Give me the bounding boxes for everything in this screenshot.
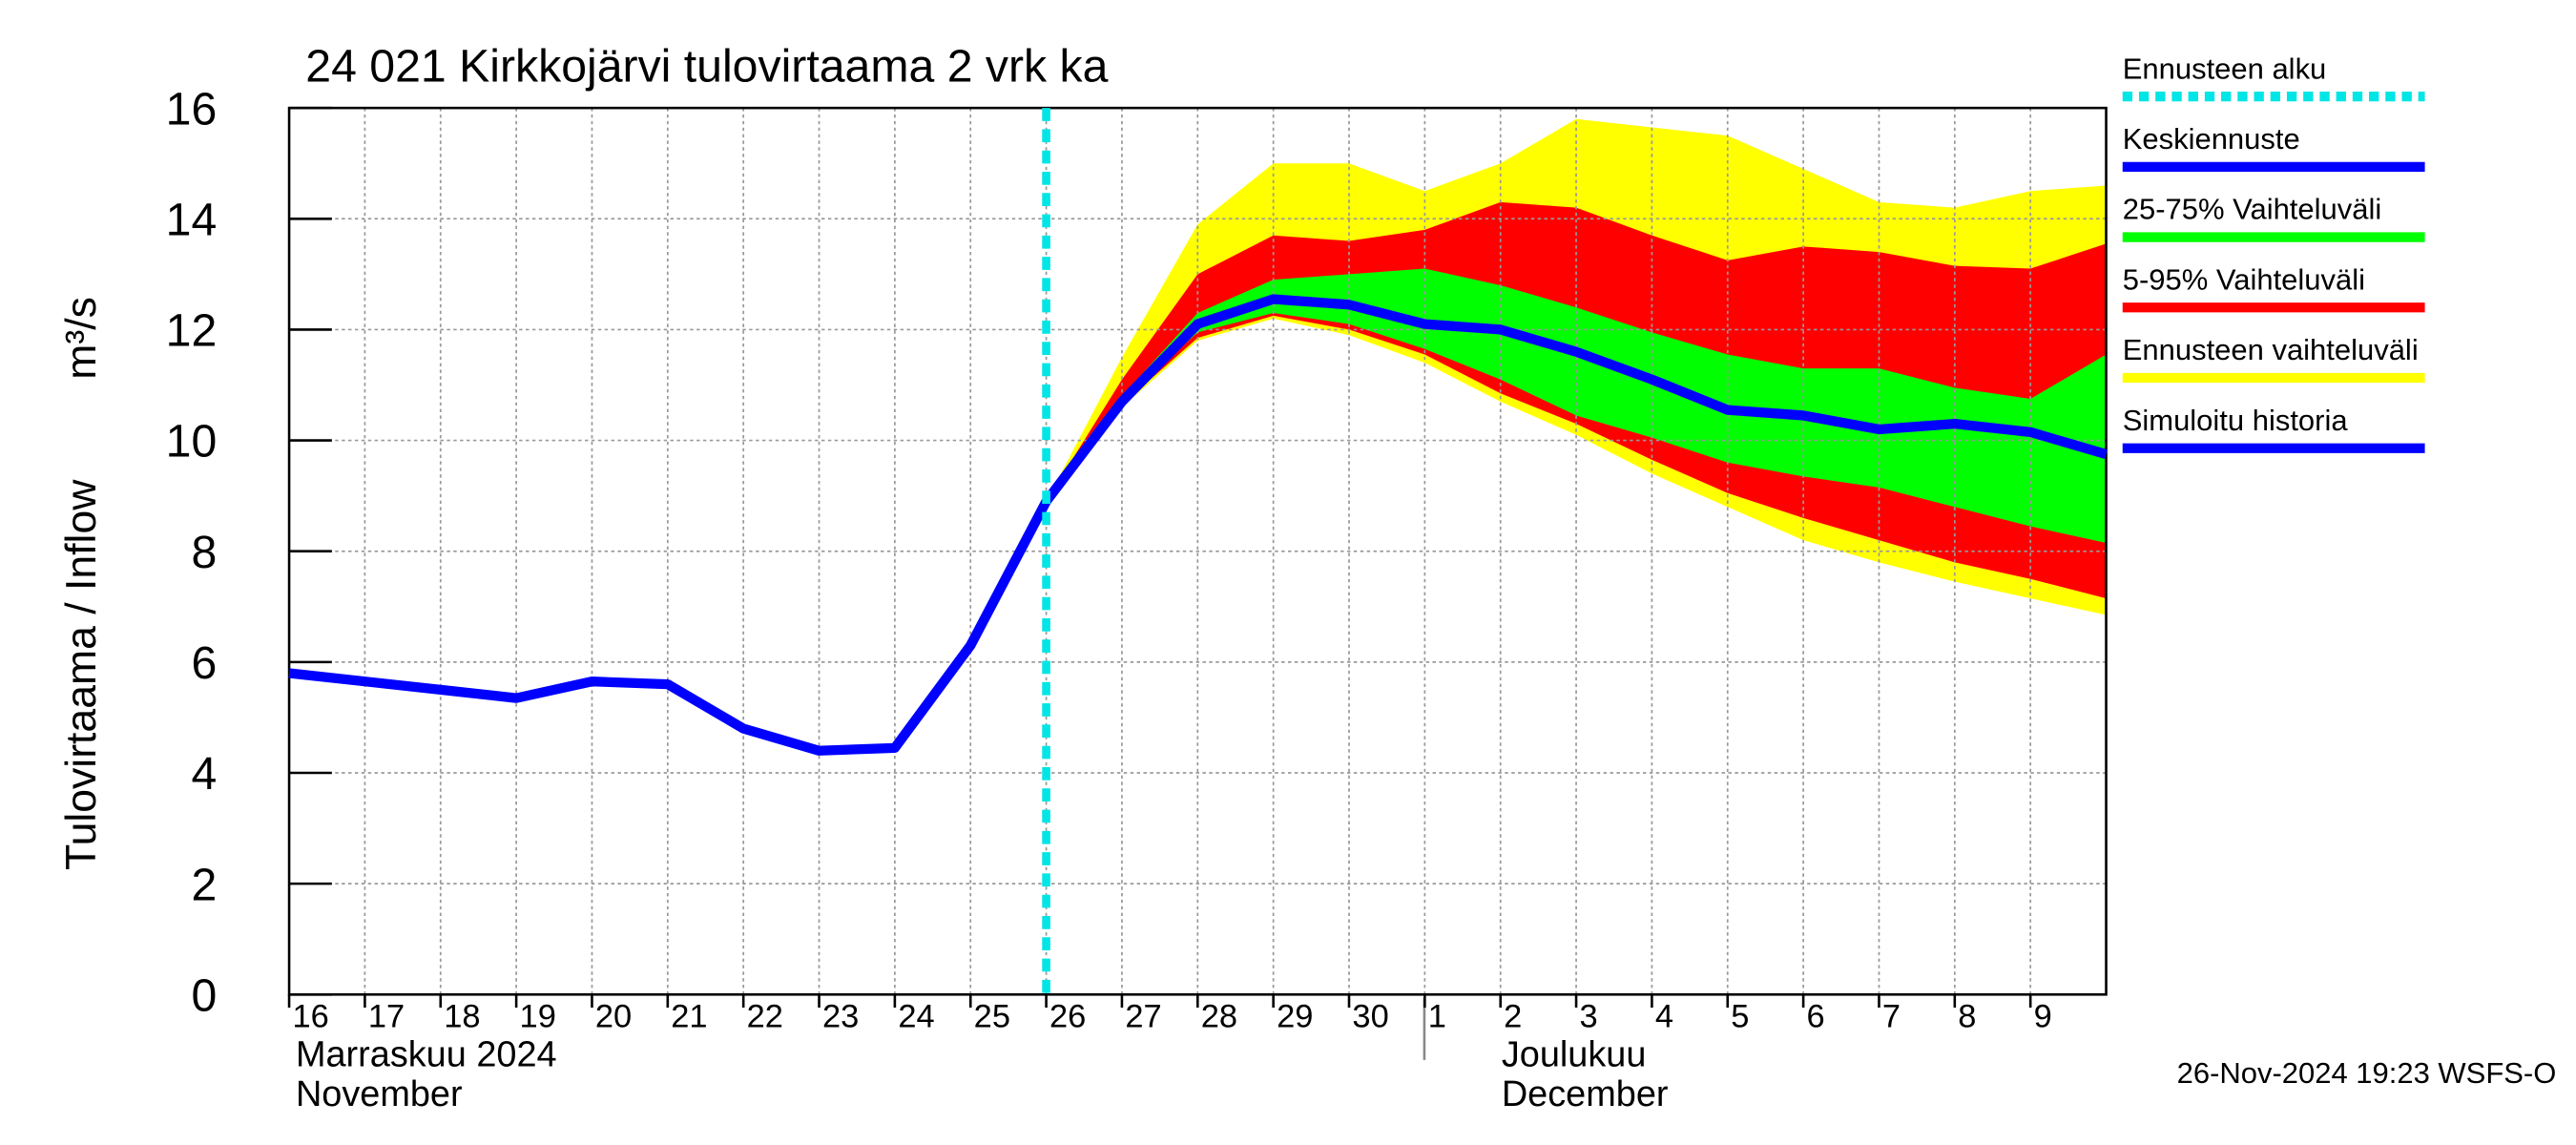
month-label: Marraskuu 2024 — [296, 1035, 557, 1075]
y-tick-label: 14 — [166, 195, 218, 246]
month-label: December — [1502, 1074, 1669, 1114]
x-tick-label: 26 — [1049, 999, 1086, 1035]
y-tick-label: 6 — [191, 637, 217, 689]
line — [288, 499, 1051, 756]
y-axis-label: Tulovirtaama / Inflow — [58, 479, 105, 870]
x-tick-label: 21 — [671, 999, 707, 1035]
x-tick-label: 1 — [1428, 999, 1446, 1035]
x-tick-label: 3 — [1580, 999, 1598, 1035]
x-tick-label: 4 — [1655, 999, 1673, 1035]
month-label: November — [296, 1074, 463, 1114]
band — [1046, 268, 2107, 544]
x-tick-label: 27 — [1125, 999, 1161, 1035]
x-tick-label: 19 — [520, 999, 556, 1035]
x-tick-label: 5 — [1731, 999, 1749, 1035]
x-tick-label: 9 — [2034, 999, 2052, 1035]
x-tick-label: 25 — [974, 999, 1010, 1035]
x-tick-label: 30 — [1352, 999, 1388, 1035]
x-tick-label: 22 — [747, 999, 783, 1035]
chart-title: 24 021 Kirkkojärvi tulovirtaama 2 vrk ka — [305, 41, 1108, 93]
legend-label: Simuloitu historia — [2123, 404, 2349, 437]
x-tick-label: 8 — [1958, 999, 1976, 1035]
legend-label: Ennusteen alku — [2123, 52, 2327, 85]
x-tick-label: 18 — [444, 999, 480, 1035]
month-label: Joulukuu — [1502, 1035, 1647, 1075]
y-tick-label: 4 — [191, 748, 217, 800]
x-tick-label: 17 — [368, 999, 405, 1035]
x-tick-label: 2 — [1504, 999, 1522, 1035]
timestamp: 26-Nov-2024 19:23 WSFS-O — [2177, 1056, 2557, 1090]
legend-label: 5-95% Vaihteluväli — [2123, 262, 2365, 296]
line — [1042, 294, 2108, 505]
plot-frame — [287, 106, 2108, 996]
y-tick-label: 16 — [166, 83, 218, 135]
x-tick-label: 7 — [1882, 999, 1901, 1035]
x-tick-label: 6 — [1807, 999, 1825, 1035]
x-tick-label: 20 — [595, 999, 632, 1035]
x-tick-label: 28 — [1201, 999, 1237, 1035]
legend-label: Ennusteen vaihteluväli — [2123, 333, 2419, 366]
y-tick-label: 2 — [191, 859, 217, 910]
legend-label: 25-75% Vaihteluväli — [2123, 193, 2381, 226]
x-tick-label: 23 — [822, 999, 859, 1035]
y-tick-label: 12 — [166, 305, 218, 357]
y-axis-unit: m³/s — [58, 297, 105, 380]
x-tick-label: 16 — [293, 999, 329, 1035]
x-tick-label: 29 — [1277, 999, 1313, 1035]
legend-label: Keskiennuste — [2123, 122, 2300, 156]
y-tick-label: 8 — [191, 527, 217, 578]
y-tick-label: 0 — [191, 970, 217, 1022]
y-tick-label: 10 — [166, 416, 218, 468]
x-tick-label: 24 — [898, 999, 934, 1035]
